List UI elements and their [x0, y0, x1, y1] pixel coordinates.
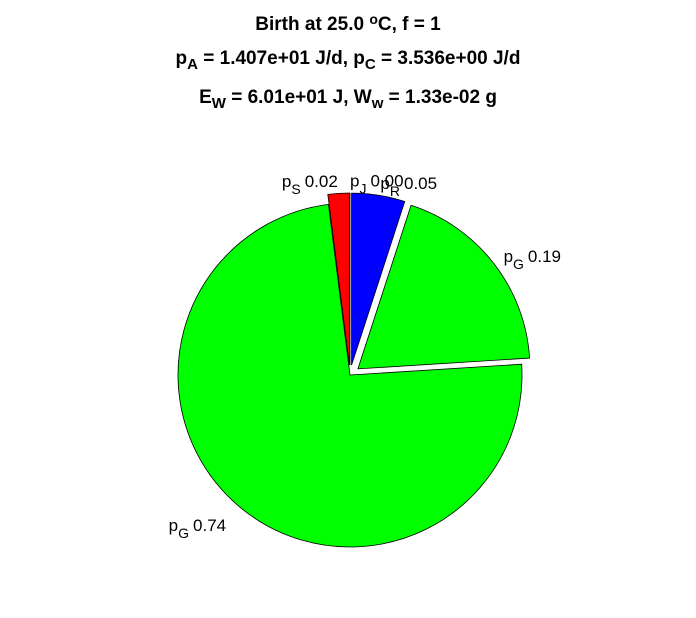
title-part: o [369, 11, 378, 27]
slice-label: pR 0.05 [380, 174, 437, 199]
slice-value-label: 0.74 [193, 516, 226, 535]
slice-label-base: p [350, 172, 359, 191]
title-part: W [212, 95, 227, 112]
title-part: Birth at 25.0 [255, 14, 369, 35]
slice-label: pG 0.19 [504, 247, 561, 272]
title-part: = 1.407e+01 J/d, p [198, 48, 365, 69]
chart-title: Birth at 25.0 oC, f = 1 [255, 11, 441, 35]
title-part: C [365, 56, 376, 73]
title-part: p [176, 48, 188, 69]
title-part: = 1.33e-02 g [383, 87, 497, 108]
title-part: E [199, 87, 212, 108]
title-part: w [371, 95, 384, 112]
slice-label-sub: G [178, 525, 189, 541]
slice-label-base: p [504, 247, 513, 266]
slice-value-label: 0.02 [305, 172, 338, 191]
chart-title: pA = 1.407e+01 J/d, pC = 3.536e+00 J/d [176, 48, 521, 73]
slice-value-label: 0.00 [370, 172, 403, 191]
slice-label-sub: R [390, 183, 400, 199]
title-part: A [187, 56, 198, 73]
slice-label-sub: S [291, 181, 300, 197]
slice-label: pS 0.02 [282, 172, 338, 197]
pie-slice [327, 192, 350, 366]
slice-label-base: p [380, 174, 389, 193]
slice-value-label: 0.19 [528, 247, 561, 266]
slice-label: pG 0.74 [169, 516, 226, 541]
pie-slice [177, 203, 523, 548]
title-part: = 3.536e+00 J/d [376, 48, 521, 69]
pie-slice [357, 204, 530, 370]
pie-slice [351, 192, 406, 366]
slice-label-sub: G [513, 256, 524, 272]
slice-label: pJ 0.00 [350, 172, 404, 197]
chart-title: EW = 6.01e+01 J, Ww = 1.33e-02 g [199, 87, 497, 112]
slice-label-base: p [169, 516, 178, 535]
slice-label-sub: J [359, 181, 366, 197]
slice-value-label: 0.05 [404, 174, 437, 193]
slice-label-base: p [282, 172, 291, 191]
title-part: = 6.01e+01 J, W [226, 87, 372, 108]
title-part: C, f = 1 [378, 14, 441, 35]
